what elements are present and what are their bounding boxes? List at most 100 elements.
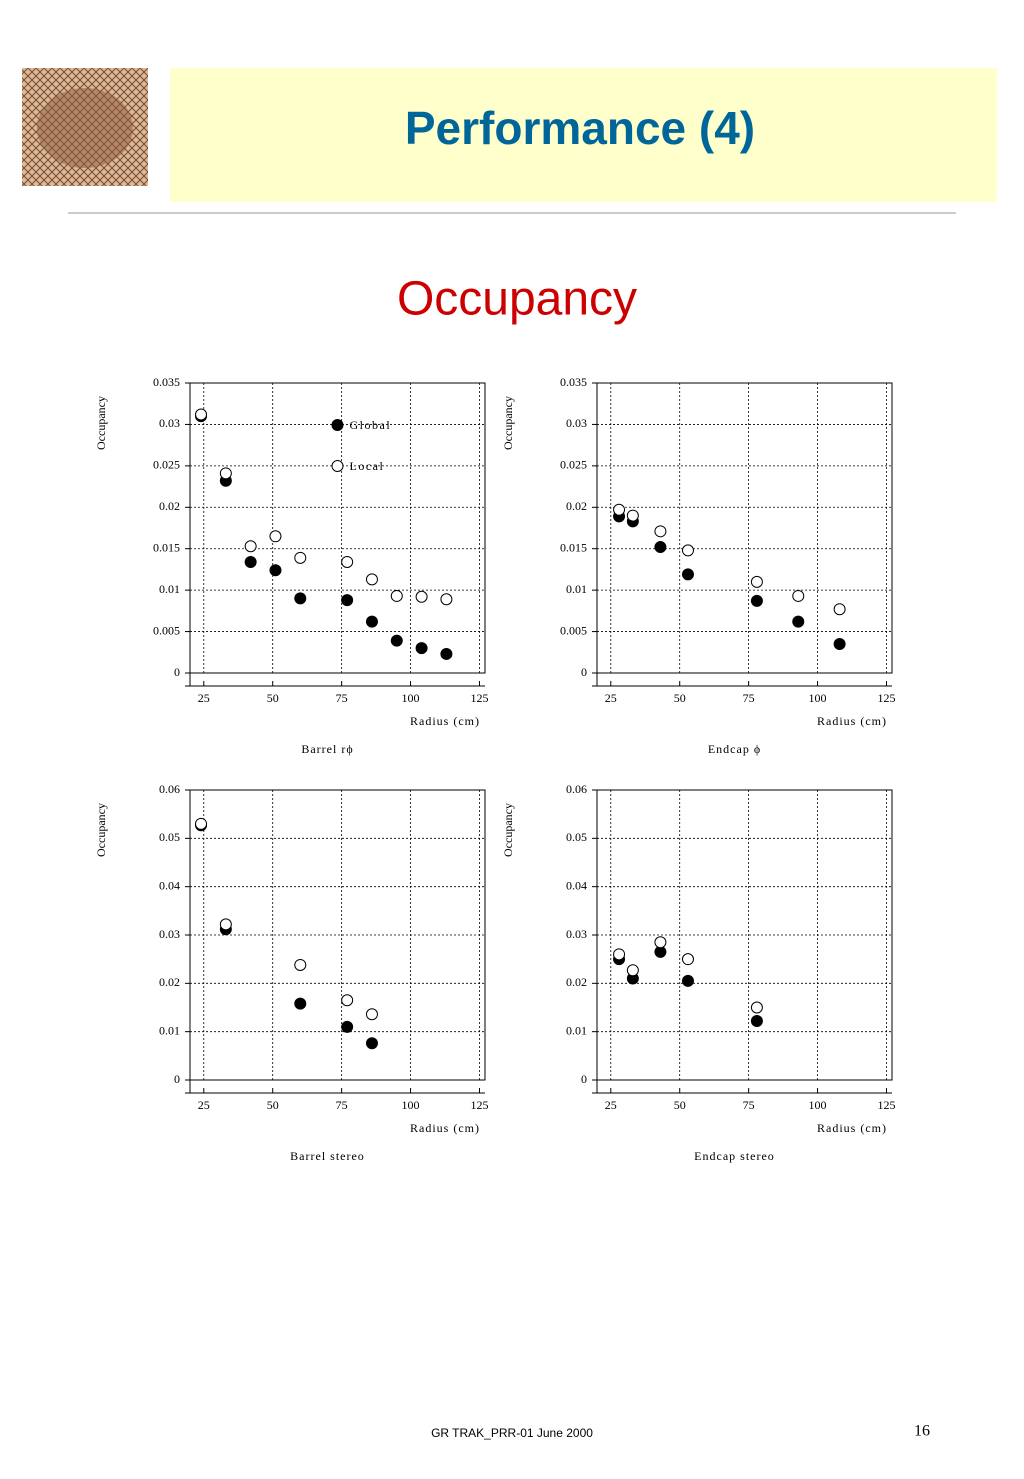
y-tick-label: 0.05: [159, 830, 180, 844]
y-axis-label: Occupancy: [501, 396, 515, 450]
data-point: [219, 918, 232, 931]
y-tick-label: 0.04: [159, 878, 180, 892]
y-tick-label: 0.025: [560, 458, 587, 472]
data-point: [681, 544, 694, 557]
y-tick-label: 0.03: [159, 416, 180, 430]
data-point: [440, 647, 453, 660]
y-tick-label: 0: [581, 1072, 587, 1086]
y-tick-label: 0.05: [566, 830, 587, 844]
y-tick-label: 0.035: [560, 375, 587, 389]
logo-detail: [37, 88, 133, 168]
data-point: [219, 467, 232, 480]
slide-title: Performance (4): [405, 102, 755, 154]
data-point: [195, 817, 208, 830]
x-tick-label: 125: [470, 691, 488, 705]
slide-subtitle: Occupancy: [397, 273, 637, 326]
y-tick-label: 0: [174, 1072, 180, 1086]
plot-frame: [189, 382, 486, 674]
data-point: [341, 994, 354, 1007]
y-tick-label: 0.015: [153, 540, 180, 554]
y-tick-label: 0.015: [560, 540, 587, 554]
x-axis-label: Radius (cm): [817, 1121, 887, 1135]
data-point: [415, 642, 428, 655]
x-tick-label: 50: [674, 691, 686, 705]
data-point: [294, 958, 307, 971]
y-tick-label: 0.02: [566, 975, 587, 989]
legend-label: Local: [350, 459, 385, 473]
y-tick-label: 0.06: [566, 782, 587, 796]
x-tick-label: 25: [198, 1098, 210, 1112]
x-tick-label: 125: [877, 691, 895, 705]
y-tick-label: 0.03: [566, 927, 587, 941]
title-box: [170, 68, 997, 202]
data-point: [750, 1015, 763, 1028]
x-tick-label: 100: [809, 1098, 827, 1112]
y-tick-label: 0.005: [153, 623, 180, 637]
data-point: [626, 509, 639, 522]
data-point: [654, 936, 667, 949]
data-point: [341, 594, 354, 607]
y-tick-label: 0: [174, 665, 180, 679]
plot-frame: [189, 789, 486, 1081]
data-point: [341, 555, 354, 568]
data-point: [613, 948, 626, 961]
y-tick-label: 0.02: [159, 975, 180, 989]
x-tick-label: 50: [267, 691, 279, 705]
plot-frame: [596, 789, 893, 1081]
x-tick-label: 25: [605, 1098, 617, 1112]
data-point: [833, 603, 846, 616]
data-point: [244, 540, 257, 553]
x-tick-label: 75: [743, 691, 755, 705]
y-tick-label: 0.01: [159, 1023, 180, 1037]
x-axis-label: Radius (cm): [410, 714, 480, 728]
legend-marker: [331, 460, 344, 472]
chart-title: Endcap ϕ: [708, 742, 761, 756]
y-tick-label: 0: [581, 665, 587, 679]
data-point: [654, 541, 667, 554]
data-point: [654, 525, 667, 538]
x-tick-label: 25: [605, 691, 617, 705]
footer-text: GR TRAK_PRR-01 June 2000: [431, 1426, 593, 1440]
x-tick-label: 100: [402, 1098, 420, 1112]
data-point: [390, 634, 403, 647]
y-tick-label: 0.01: [566, 1023, 587, 1037]
x-tick-label: 125: [470, 1098, 488, 1112]
data-point: [440, 593, 453, 606]
x-tick-label: 25: [198, 691, 210, 705]
chart-title: Endcap stereo: [694, 1149, 775, 1163]
data-point: [195, 408, 208, 421]
x-tick-label: 75: [743, 1098, 755, 1112]
data-point: [269, 530, 282, 543]
x-tick-label: 50: [267, 1098, 279, 1112]
x-tick-label: 100: [402, 691, 420, 705]
x-tick-label: 50: [674, 1098, 686, 1112]
chart-title: Barrel rϕ: [301, 742, 353, 756]
data-point: [833, 638, 846, 650]
y-tick-label: 0.03: [566, 416, 587, 430]
data-point: [365, 615, 378, 628]
data-point: [365, 573, 378, 586]
x-tick-label: 75: [336, 691, 348, 705]
legend-label: Global: [350, 418, 392, 432]
y-tick-label: 0.04: [566, 878, 587, 892]
y-tick-label: 0.01: [159, 582, 180, 596]
y-tick-label: 0.02: [159, 499, 180, 513]
data-point: [750, 1001, 763, 1014]
data-point: [294, 997, 307, 1010]
data-point: [269, 564, 282, 577]
data-point: [415, 590, 428, 603]
data-point: [792, 615, 805, 628]
data-point: [681, 953, 694, 966]
y-tick-label: 0.03: [159, 927, 180, 941]
y-tick-label: 0.035: [153, 375, 180, 389]
legend-marker: [331, 419, 344, 431]
x-axis-label: Radius (cm): [817, 714, 887, 728]
data-point: [365, 1037, 378, 1050]
y-axis-label: Occupancy: [94, 803, 108, 857]
y-tick-label: 0.02: [566, 499, 587, 513]
x-tick-label: 75: [336, 1098, 348, 1112]
y-tick-label: 0.06: [159, 782, 180, 796]
plot-frame: [596, 382, 893, 674]
